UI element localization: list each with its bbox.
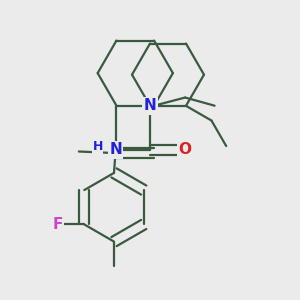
Text: N: N [144,98,156,113]
Text: N: N [109,142,122,158]
Text: H: H [92,140,103,153]
Text: O: O [178,142,191,158]
Text: F: F [53,217,63,232]
